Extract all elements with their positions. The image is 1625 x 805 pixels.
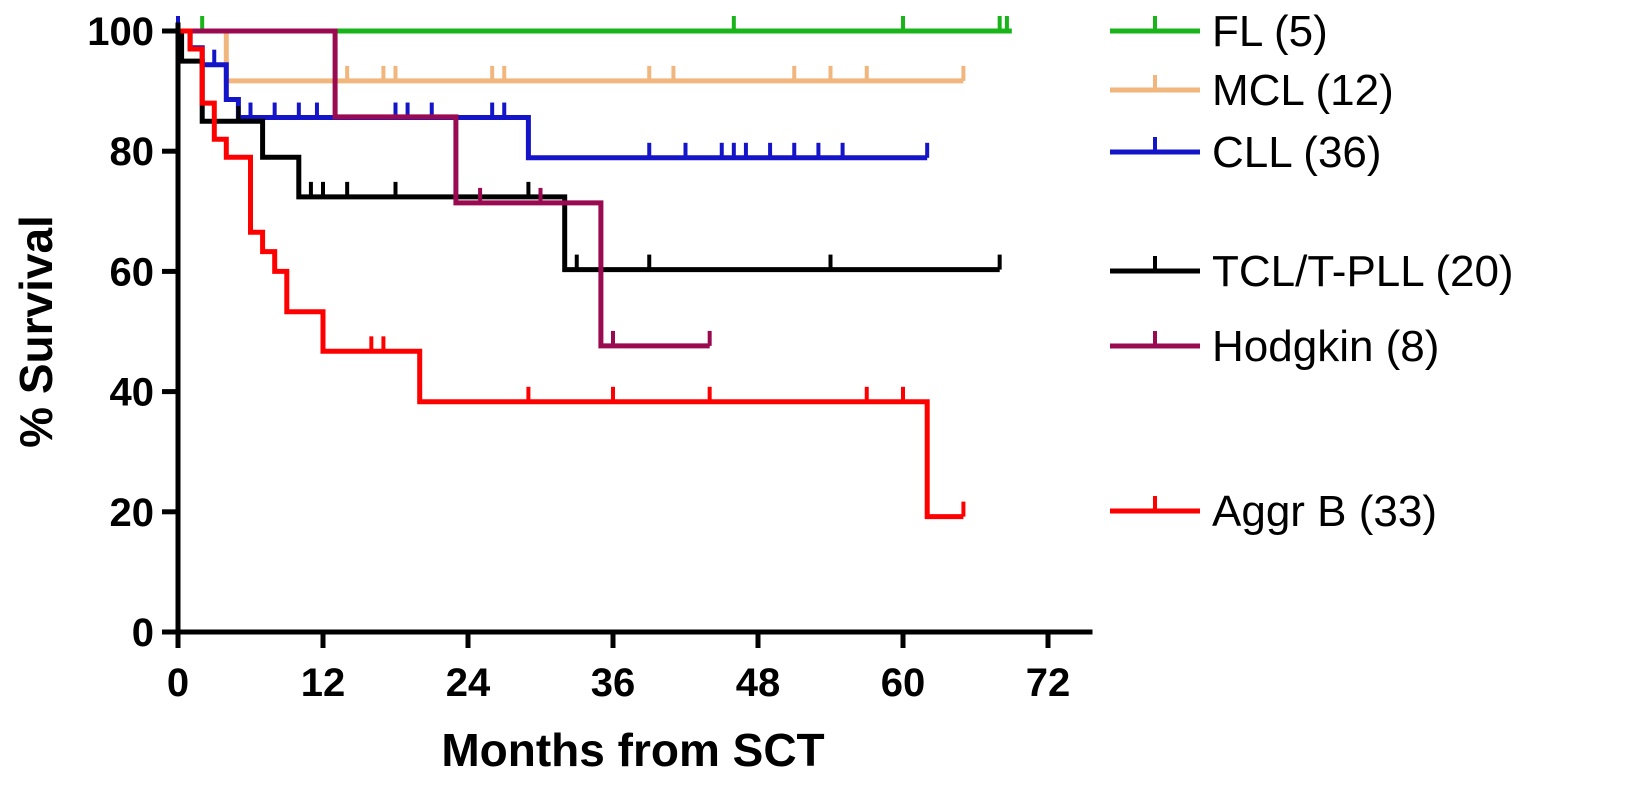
x-axis-title: Months from SCT	[441, 724, 824, 776]
legend: FL (5) MCL (12) CLL (36) TCL/T-PLL (20) Hodg…	[1110, 7, 1514, 536]
legend-label: TCL/T-PLL (20)	[1212, 247, 1514, 296]
legend-item-1: MCL (12)	[1110, 66, 1394, 115]
series-3	[178, 28, 1002, 273]
axes-layer: 0 20 40 60 80 100 0 12 24 36 48 60 72	[87, 10, 1093, 705]
x-tick-label: 48	[736, 661, 781, 705]
x-tick-label: 0	[167, 661, 189, 705]
series-5	[178, 28, 966, 520]
x-tick-label: 36	[591, 661, 636, 705]
legend-item-2: CLL (36)	[1110, 128, 1382, 177]
y-tick-label: 100	[87, 10, 154, 54]
y-tick-label: 40	[110, 371, 155, 415]
y-axis-title: % Survival	[10, 215, 62, 448]
y-tick-label: 20	[110, 491, 155, 535]
legend-item-5: Aggr B (33)	[1110, 487, 1437, 536]
series-line	[178, 28, 928, 161]
legend-label: MCL (12)	[1212, 66, 1394, 115]
x-tick-label: 72	[1026, 661, 1071, 705]
y-tick-label: 80	[110, 130, 155, 174]
legend-item-4: Hodgkin (8)	[1110, 322, 1439, 371]
legend-label: FL (5)	[1212, 7, 1328, 56]
legend-label: Hodgkin (8)	[1212, 322, 1439, 371]
x-tick-label: 60	[881, 661, 926, 705]
legend-item-3: TCL/T-PLL (20)	[1110, 247, 1514, 296]
series-4	[178, 28, 712, 349]
y-tick-label: 60	[110, 250, 155, 294]
y-tick-label: 0	[132, 611, 154, 655]
x-tick-label: 24	[446, 661, 491, 705]
series-1	[178, 28, 966, 84]
series-2	[176, 16, 930, 161]
x-tick-label: 12	[301, 661, 346, 705]
legend-label: Aggr B (33)	[1212, 487, 1437, 536]
legend-item-0: FL (5)	[1110, 7, 1328, 56]
series-line	[178, 28, 964, 84]
legend-label: CLL (36)	[1212, 128, 1382, 177]
series-layer	[176, 16, 1012, 520]
series-line	[178, 28, 710, 349]
series-line	[178, 28, 1000, 273]
series-line	[178, 28, 964, 520]
